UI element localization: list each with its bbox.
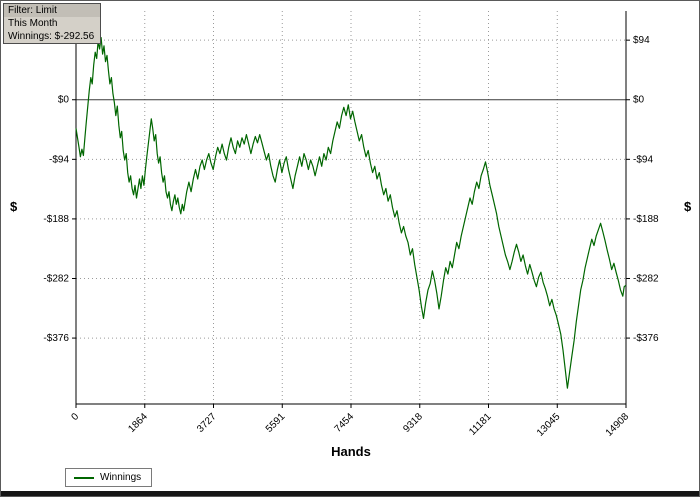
legend-label: Winnings (100, 472, 142, 483)
tooltip-filter: Filter: Limit (4, 4, 100, 17)
y-tick-label-right: -$94 (633, 154, 653, 165)
x-tick-label: 9318 (401, 411, 425, 435)
y-tick-label-left: -$376 (43, 333, 69, 344)
x-tick-label: 3727 (195, 411, 219, 435)
y-tick-label-right: -$282 (633, 273, 659, 284)
y-tick-label-left: -$94 (49, 154, 69, 165)
y-tick-label-left: -$188 (43, 214, 69, 225)
hover-tooltip: Filter: Limit This Month Winnings: $-292… (3, 3, 101, 44)
series-line-winnings (75, 36, 627, 389)
y-tick-label-left: $0 (58, 95, 70, 106)
x-axis-title: Hands (331, 444, 371, 459)
x-tick-label: 5591 (264, 411, 288, 435)
x-tick-label: 7454 (333, 411, 357, 435)
legend-box: Winnings (65, 468, 153, 487)
window-bottom-edge (1, 491, 699, 496)
x-tick-label: 0 (69, 411, 81, 423)
x-tick-label: 11181 (467, 411, 494, 438)
y-tick-label-right: $0 (633, 95, 645, 106)
tooltip-winnings: Winnings: $-292.56 (8, 31, 95, 42)
x-tick-label: 14908 (604, 411, 632, 439)
tooltip-period: This Month (8, 18, 58, 29)
y-tick-label-right: -$188 (633, 214, 659, 225)
y-tick-label-left: -$282 (43, 273, 69, 284)
x-tick-label: 1864 (126, 411, 150, 435)
y-tick-label-right: -$376 (633, 333, 659, 344)
legend-line-sample-icon (74, 476, 94, 479)
x-tick-label: 13045 (535, 411, 563, 439)
y-axis-title-left: $ (10, 199, 18, 214)
y-tick-label-right: $94 (633, 35, 650, 46)
y-axis-title-right: $ (684, 199, 692, 214)
